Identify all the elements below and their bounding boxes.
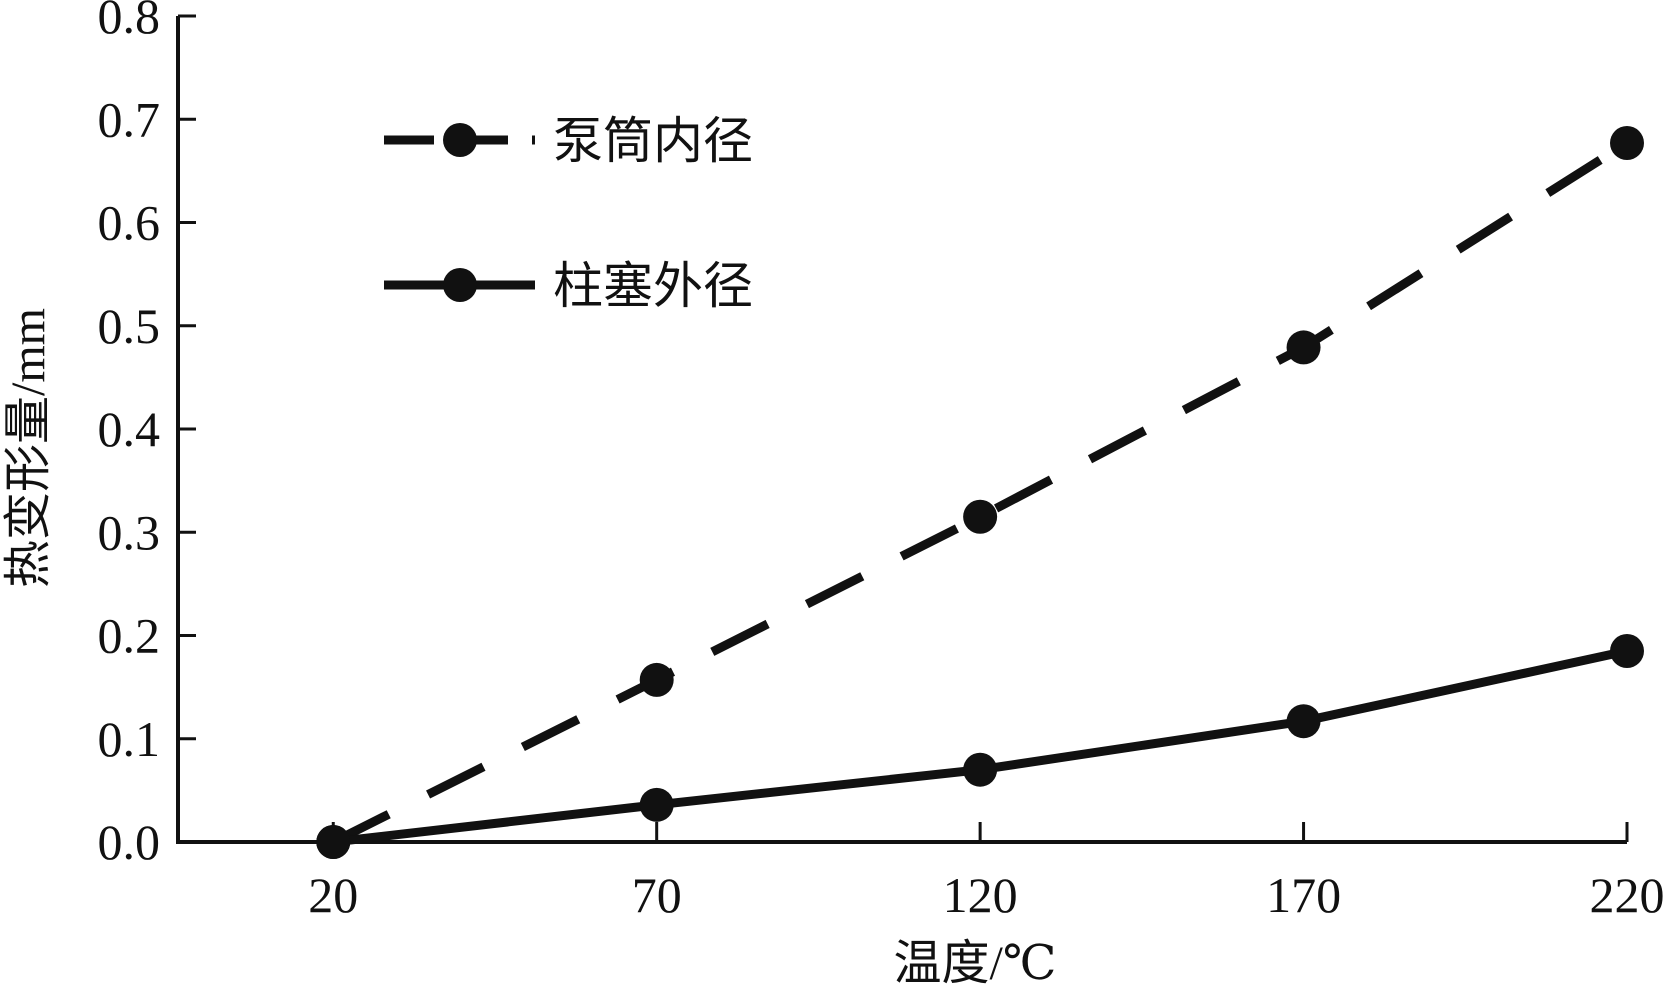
y-tick-label: 0.1 [98,711,161,767]
series-0-point [639,662,674,697]
y-tick-label: 0.3 [98,504,161,560]
x-tick-label: 220 [1590,867,1665,923]
x-tick-label: 170 [1266,867,1341,923]
legend-marker-0 [443,123,477,157]
legend-label-1: 柱塞外径 [553,258,753,314]
x-ticks: 20 70 120 170 220 [308,822,1665,923]
y-tick-label: 0.4 [98,401,161,457]
series-0-point [963,499,998,534]
x-tick-label: 120 [943,867,1018,923]
x-tick-label: 20 [308,867,358,923]
series-0-point [1610,125,1644,160]
legend-label-0: 泵筒内径 [553,113,753,169]
y-ticks: 0.0 0.1 0.2 0.3 0.4 0.5 0.6 0.7 0.8 [98,0,196,870]
x-axis-label: 温度/℃ [893,937,1056,989]
y-tick-label: 0.6 [98,195,161,251]
series-0-line [331,139,1630,847]
y-tick-label: 0.0 [98,814,161,870]
y-axis-label: 热变形量/mm [2,308,55,588]
series-1-point [1286,704,1321,739]
series-1-point [639,787,674,822]
y-tick-label: 0.2 [98,608,161,664]
y-tick-label: 0.5 [98,298,161,354]
legend-marker-1 [443,268,477,302]
series-1-point [1610,633,1644,668]
series-layer [316,125,1644,859]
x-tick-label: 70 [632,867,682,923]
y-tick-label: 0.8 [98,0,161,44]
series-1-point [316,825,351,859]
y-tick-label: 0.7 [98,91,161,147]
series-0-point [1286,330,1321,365]
series-1-point [963,752,998,787]
